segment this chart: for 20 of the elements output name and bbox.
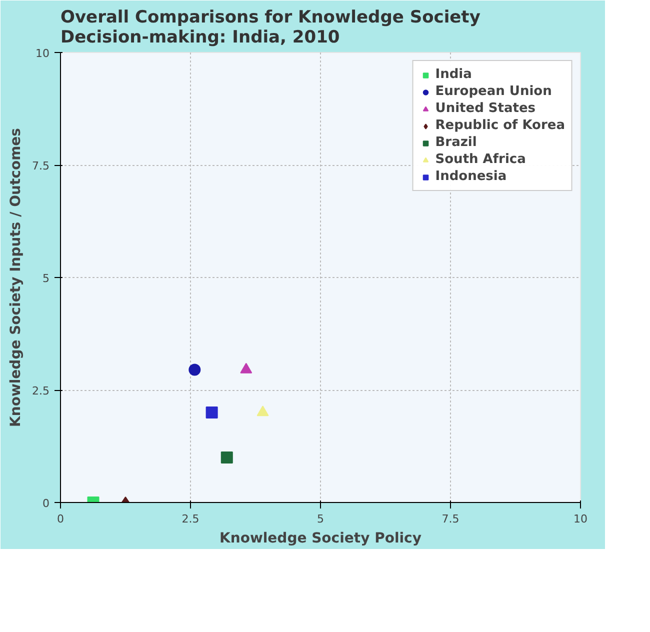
legend-label: Republic of Korea (435, 118, 565, 133)
legend-label: Indonesia (435, 169, 507, 184)
y-tick-label: 7.5 (32, 160, 50, 172)
legend-label: South Africa (435, 152, 526, 167)
y-tick-label: 10 (36, 47, 50, 60)
y-tick-label: 0 (42, 497, 50, 510)
x-axis-title: Knowledge Society Policy (220, 530, 422, 546)
legend-label: European Union (435, 84, 552, 99)
legend-label: United States (435, 101, 536, 116)
x-tick-label: 5 (317, 512, 324, 526)
x-tick-label: 2.5 (182, 512, 200, 526)
y-tick-label: 2.5 (32, 384, 50, 398)
chart-title: Overall Comparisons for Knowledge Society Decision-making: India, 2010 (60, 8, 480, 48)
y-tick-label: 5 (42, 272, 50, 285)
y-axis-title: Knowledge Society Inputs / Outcomes (8, 128, 24, 427)
x-tick-label: 10 (574, 512, 588, 526)
x-tick-label: 0 (57, 512, 64, 526)
x-tick-label: 7.5 (442, 512, 460, 526)
legend-label: India (435, 67, 472, 82)
legend-label: Brazil (435, 135, 477, 150)
